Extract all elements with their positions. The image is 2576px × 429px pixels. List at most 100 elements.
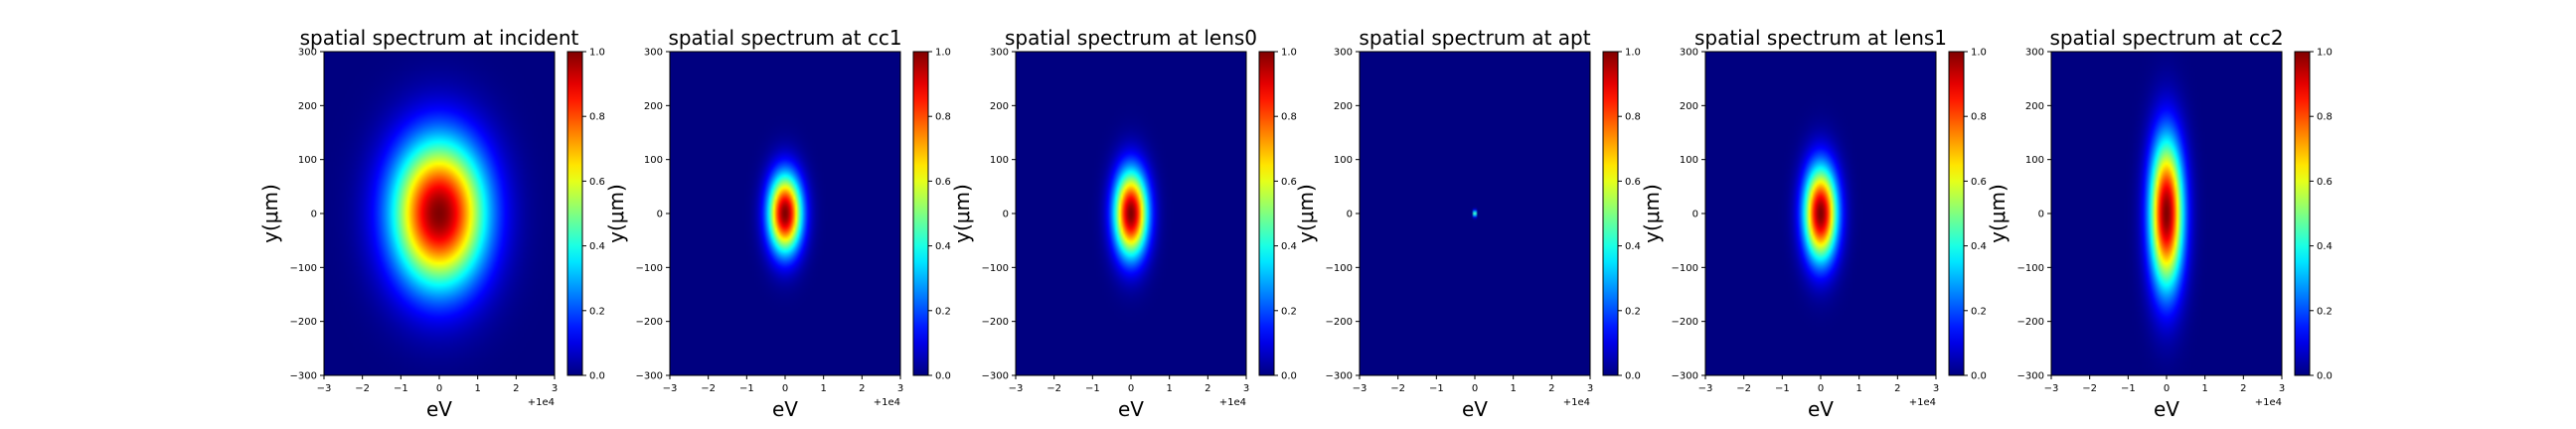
y-tick-label: 100 (2025, 155, 2044, 166)
heatmap-image (670, 52, 900, 375)
y-tick-label: −200 (636, 317, 663, 328)
x-tick-label: 2 (513, 383, 519, 394)
y-tick-label: −300 (1326, 371, 1353, 382)
y-tick-label: −100 (290, 263, 317, 274)
y-axis-label: y(μm) (950, 184, 974, 243)
y-tick-label: 300 (2025, 48, 2044, 59)
x-offset-label: +1e4 (528, 397, 555, 408)
colorbar-tick-label: 0.8 (589, 112, 605, 123)
y-tick-label: −200 (982, 317, 1009, 328)
y-tick-label: −200 (290, 317, 317, 328)
colorbar-tick-label: 0.8 (1625, 112, 1641, 123)
colorbar-tick-label: 0.2 (1971, 306, 1987, 317)
y-tick-label: 300 (644, 48, 663, 59)
y-tick-label: −300 (636, 371, 663, 382)
y-tick-label: 0 (1003, 210, 1009, 220)
x-tick-label: −1 (739, 383, 754, 394)
y-tick-label: 300 (990, 48, 1009, 59)
x-tick-label: −2 (355, 383, 370, 394)
x-tick-label: −3 (1009, 383, 1024, 394)
x-tick-label: −3 (1353, 383, 1368, 394)
x-offset-label: +1e4 (1909, 397, 1936, 408)
subplot-1: spatial spectrum at incident −3 −2 −1 0 1 2 3 +1… (258, 26, 605, 421)
subplot-title: spatial spectrum at lens0 (1005, 26, 1257, 50)
heatmap-image (324, 52, 555, 375)
x-axis-label: eV (772, 397, 798, 421)
x-axis-label: eV (1462, 397, 1488, 421)
colorbar-tick-label: 0.8 (1281, 112, 1297, 123)
colorbar-tick-label: 0.2 (589, 306, 605, 317)
y-tick-label: 200 (644, 101, 663, 112)
x-tick-label: −1 (1775, 383, 1790, 394)
colorbar-tick-label: 0.0 (935, 371, 951, 382)
x-tick-label: 0 (1472, 383, 1478, 394)
subplot-title: spatial spectrum at lens1 (1694, 26, 1947, 50)
y-tick-label: 0 (2038, 210, 2044, 220)
y-tick-label: −200 (2017, 317, 2044, 328)
heatmap-image (1705, 52, 1936, 375)
x-tick-label: −2 (1736, 383, 1751, 394)
subplot-4: spatial spectrum at apt −3 −2 −1 0 1 2 3 +1e4 eV 3… (1294, 26, 1641, 421)
x-tick-label: −1 (2121, 383, 2136, 394)
colorbar (2294, 51, 2311, 376)
x-tick-label: 0 (2164, 383, 2170, 394)
colorbar-tick-label: 0.4 (1281, 241, 1297, 252)
y-tick-label: −300 (290, 371, 317, 382)
panels: spatial spectrum at incident −3 −2 −1 0 1 2 3 +1… (258, 26, 2333, 421)
y-tick-label: 200 (1680, 101, 1698, 112)
y-tick-label: −100 (982, 263, 1009, 274)
heatmap-image (1360, 52, 1590, 375)
colorbar-tick-label: 1.0 (1971, 48, 1987, 59)
colorbar-tick-label: 0.4 (935, 241, 951, 252)
colorbar (1602, 51, 1619, 376)
y-axis-label: y(μm) (258, 184, 282, 243)
x-tick-label: 2 (1894, 383, 1900, 394)
colorbar-tick-label: 0.2 (1625, 306, 1641, 317)
x-tick-label: −2 (1390, 383, 1405, 394)
x-tick-label: 1 (1510, 383, 1516, 394)
subplot-title: spatial spectrum at cc2 (2049, 26, 2283, 50)
y-axis-label: y(μm) (1986, 184, 2010, 243)
colorbar-tick-label: 0.0 (2317, 371, 2333, 382)
colorbar-tick-label: 0.6 (1281, 177, 1297, 188)
x-tick-label: 3 (1933, 383, 1939, 394)
colorbar-tick-label: 0.2 (1281, 306, 1297, 317)
y-tick-label: −300 (982, 371, 1009, 382)
x-offset-label: +1e4 (2255, 397, 2282, 408)
x-tick-label: 3 (1587, 383, 1593, 394)
y-tick-label: 0 (311, 210, 317, 220)
heatmap-image (1016, 52, 1246, 375)
y-tick-label: 100 (990, 155, 1009, 166)
colorbar-tick-label: 0.0 (1971, 371, 1987, 382)
colorbar-tick-label: 0.0 (589, 371, 605, 382)
colorbar-tick-label: 0.4 (1971, 241, 1987, 252)
x-tick-label: −2 (701, 383, 716, 394)
colorbar-tick-label: 0.6 (1971, 177, 1987, 188)
colorbar-tick-label: 0.6 (1625, 177, 1641, 188)
colorbar (1258, 51, 1275, 376)
colorbar-tick-label: 0.4 (1625, 241, 1641, 252)
y-tick-label: −100 (1672, 263, 1698, 274)
x-tick-label: 1 (820, 383, 826, 394)
y-tick-label: 300 (1680, 48, 1698, 59)
x-offset-label: +1e4 (1563, 397, 1590, 408)
y-tick-label: −100 (1326, 263, 1353, 274)
x-axis-label: eV (2154, 397, 2179, 421)
x-offset-label: +1e4 (1219, 397, 1246, 408)
colorbar-tick-label: 1.0 (935, 48, 951, 59)
x-axis-label: eV (1808, 397, 1834, 421)
y-tick-label: 200 (2025, 101, 2044, 112)
y-tick-label: 200 (990, 101, 1009, 112)
colorbar-tick-label: 0.8 (2317, 112, 2333, 123)
x-tick-label: 0 (782, 383, 788, 394)
colorbar-tick-label: 0.6 (2317, 177, 2333, 188)
y-tick-label: 200 (298, 101, 317, 112)
x-tick-label: −3 (317, 383, 332, 394)
colorbar-tick-label: 0.2 (2317, 306, 2333, 317)
colorbar-tick-label: 0.6 (589, 177, 605, 188)
colorbar-tick-label: 0.4 (589, 241, 605, 252)
x-tick-label: 3 (897, 383, 903, 394)
y-tick-label: −300 (1672, 371, 1698, 382)
colorbar-tick-label: 1.0 (1625, 48, 1641, 59)
